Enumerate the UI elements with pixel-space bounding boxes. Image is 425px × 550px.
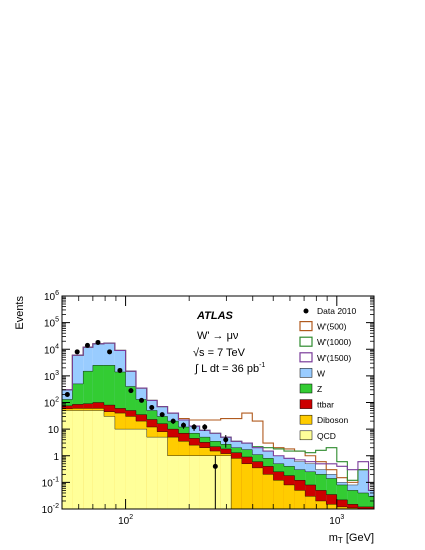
y-tick-label-2: 1	[53, 452, 59, 463]
bar-z-28	[357, 492, 369, 509]
outline-ttbar	[62, 402, 374, 508]
data-point-1	[74, 349, 80, 355]
bar-qcd-13	[199, 455, 211, 509]
legend-swatch-diboson	[299, 414, 313, 425]
data-point-10	[170, 418, 176, 424]
luminosity-label: ∫ L dt = 36 pb-1	[194, 362, 265, 375]
bar-qcd-10	[167, 455, 179, 509]
data-point-3	[95, 339, 101, 345]
bar-diboson-25	[326, 504, 337, 509]
legend-label-w-500-: W'(500)	[317, 322, 347, 332]
bar-diboson-16	[231, 458, 242, 509]
x-tick-label-0: 102	[118, 514, 133, 527]
data-point-6	[128, 388, 134, 394]
data-point-2	[84, 342, 90, 348]
energy-label: √s = 7 TeV	[193, 347, 246, 359]
y-tick-label-5: 103	[44, 370, 59, 383]
bar-qcd-8	[146, 437, 158, 509]
bar-diboson-27	[347, 507, 358, 509]
bar-diboson-17	[241, 463, 253, 509]
legend-label-w: W	[317, 368, 325, 378]
bar-qcd-12	[189, 455, 200, 509]
bar-z-27	[347, 490, 358, 509]
y-axis-label: Events	[14, 296, 26, 330]
bar-qcd-7	[135, 429, 147, 509]
legend-swatch-ttbar	[299, 399, 313, 409]
data-point-13	[202, 424, 208, 430]
y-tick-label-1: 10-1	[42, 476, 59, 489]
bar-diboson-24	[315, 500, 327, 509]
legend-label-z: Z	[317, 384, 322, 394]
legend-label-qcd: QCD	[317, 431, 336, 441]
legend-swatch-z	[299, 383, 313, 394]
bar-ttbar-29	[368, 506, 374, 509]
data-point-11	[180, 422, 186, 428]
legend-swatch-w-1500-	[299, 352, 313, 363]
outline-diboson	[62, 408, 374, 510]
legend-label-data-2010: Data 2010	[317, 306, 356, 316]
bar-ttbar-26	[336, 499, 348, 509]
bar-diboson-18	[252, 467, 263, 509]
data-point-9	[159, 412, 165, 418]
bar-ttbar-27	[347, 504, 358, 509]
legend-label-ttbar: ttbar	[317, 400, 334, 410]
legend-label-w-1500-: W'(1500)	[317, 353, 351, 363]
axis-ticks: 10-2 10-1 1 10 102 103 104 105 106 102 103	[42, 290, 374, 527]
bar-qcd-9	[157, 437, 168, 509]
signal-lines	[62, 342, 374, 491]
experiment-label: ATLAS	[196, 310, 234, 322]
legend-swatch-w	[299, 368, 313, 378]
bar-diboson-22	[294, 490, 306, 509]
y-tick-label-8: 106	[44, 290, 59, 303]
bar-qcd-11	[178, 455, 190, 509]
legend-label-w-1000-: W'(1000)	[317, 337, 351, 347]
bar-z-25	[326, 478, 337, 509]
data-point-7	[139, 397, 145, 403]
legend-swatch-qcd	[299, 430, 313, 441]
x-tick-label-1: 103	[329, 514, 344, 527]
bar-z-29	[368, 496, 374, 509]
bar-diboson-20	[273, 480, 284, 509]
y-tick-label-7: 105	[44, 317, 59, 330]
legend-swatch-w-1000-	[299, 336, 313, 347]
bar-z-26	[336, 484, 348, 509]
data-point-14	[212, 463, 218, 469]
bar-qcd-15	[220, 455, 232, 509]
y-tick-label-3: 10	[48, 425, 60, 436]
signal-line-w-1500-	[62, 342, 374, 491]
y-tick-label-6: 104	[44, 343, 59, 356]
legend-marker-data-2010	[303, 308, 309, 314]
data-point-5	[117, 367, 123, 373]
x-axis-label: mT [GeV]	[329, 532, 374, 545]
bar-ttbar-28	[357, 506, 369, 509]
bar-diboson-19	[262, 474, 274, 509]
data-point-4	[107, 349, 113, 355]
y-tick-label-0: 10-2	[42, 503, 59, 516]
data-point-0	[64, 391, 70, 397]
bar-ttbar-25	[326, 494, 337, 509]
legend-swatch-w-500-	[299, 321, 313, 332]
bar-qcd-0	[62, 410, 73, 509]
bar-diboson-26	[336, 506, 348, 509]
bar-qcd-2	[83, 410, 93, 509]
outline-z	[62, 365, 374, 497]
bar-w-28	[357, 469, 369, 509]
bar-qcd-1	[72, 410, 84, 509]
data-point-8	[149, 404, 155, 410]
bar-qcd-4	[103, 416, 115, 509]
bar-diboson-21	[283, 484, 295, 509]
legend-label-diboson: Diboson	[317, 415, 348, 425]
bar-qcd-3	[92, 410, 104, 509]
bar-qcd-6	[125, 429, 136, 509]
channel-label: W' → μν	[197, 330, 239, 342]
bar-ttbar-24	[315, 490, 327, 509]
data-point-12	[191, 424, 197, 430]
data-point-15	[223, 437, 229, 443]
bar-qcd-5	[114, 429, 126, 509]
data-points	[64, 339, 229, 509]
y-tick-label-4: 102	[44, 397, 59, 410]
bar-diboson-23	[305, 496, 316, 509]
